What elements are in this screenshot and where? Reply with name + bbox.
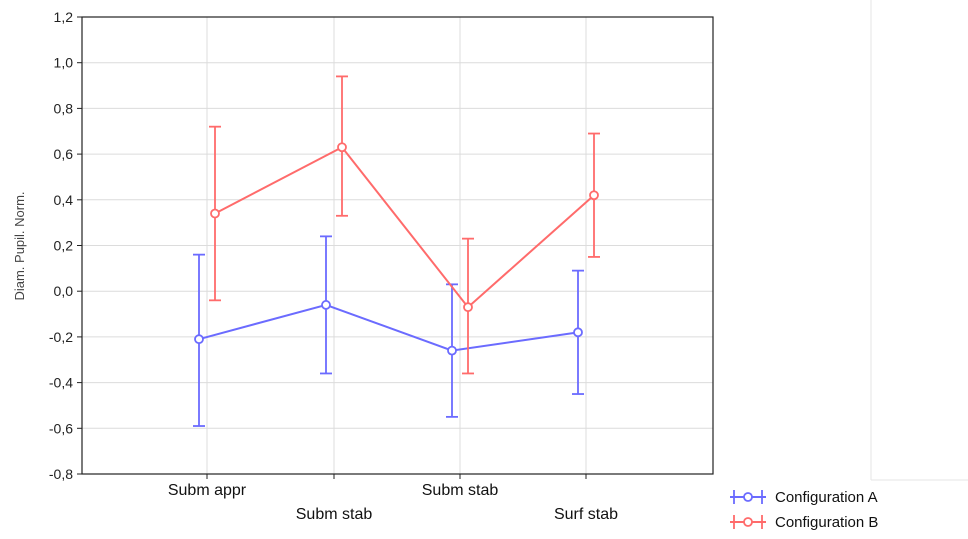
data-point [210, 208, 220, 219]
legend-label: Configuration B [775, 514, 878, 531]
x-axis-labels: Subm appr Subm stab Subm stab Surf stab [168, 482, 618, 523]
data-point [321, 300, 331, 310]
x-tick-label: Subm stab [422, 482, 499, 499]
y-tick-label: -0,8 [49, 466, 73, 482]
y-tick-label: 0,4 [54, 192, 74, 208]
y-tick-label: 0,8 [54, 100, 74, 116]
legend-item-configuration-a: Configuration A [730, 489, 878, 506]
y-tick-label: -0,4 [49, 375, 73, 391]
data-point [447, 345, 457, 356]
series-line [198, 303, 579, 352]
y-tick-label: 0,6 [54, 146, 74, 162]
data-point [194, 334, 204, 345]
data-point [337, 142, 347, 153]
y-tick-label: 0,2 [54, 238, 74, 254]
x-tick-label: Subm appr [168, 482, 247, 499]
series-configuration-b [209, 75, 600, 375]
series-line [214, 145, 595, 309]
data-point [589, 190, 599, 201]
y-axis-label: Diam. Pupil. Norm. [12, 191, 27, 300]
y-tick-label: 0,0 [54, 283, 74, 299]
series-group [193, 75, 600, 427]
legend: Configuration A Configuration B [730, 489, 878, 531]
y-tick-label: -0,6 [49, 420, 73, 436]
legend-swatch-marker [743, 517, 753, 527]
legend-swatch-marker [743, 492, 753, 502]
series-configuration-a [193, 235, 584, 427]
legend-item-configuration-b: Configuration B [730, 514, 878, 531]
data-point [573, 327, 583, 338]
x-tick-label: Surf stab [554, 506, 618, 523]
y-tick-label: 1,0 [54, 55, 74, 71]
y-axis-ticks: 1,2 1,0 0,8 0,6 0,4 0,2 0,0 -0,2 -0,4 -0,6 -0,8 [49, 9, 587, 482]
x-tick-label: Subm stab [296, 506, 373, 523]
y-tick-label: 1,2 [54, 9, 74, 25]
data-point [463, 302, 473, 313]
y-tick-label: -0,2 [49, 329, 73, 345]
legend-label: Configuration A [775, 489, 878, 506]
